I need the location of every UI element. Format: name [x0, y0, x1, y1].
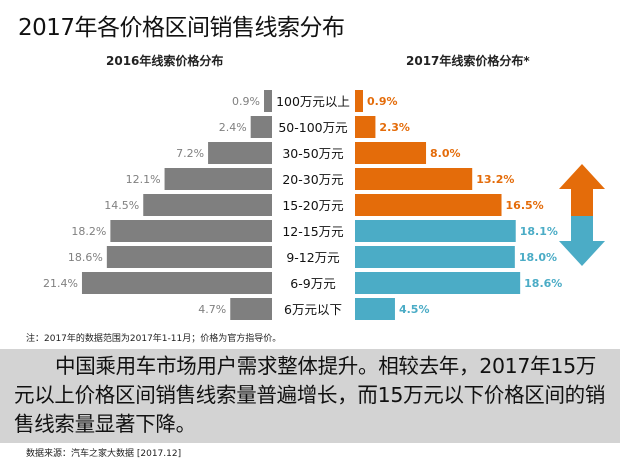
bar-2017: [355, 142, 427, 164]
category-label: 100万元以上: [276, 94, 350, 109]
bar-2017: [355, 298, 395, 320]
bar-2016: [164, 168, 272, 190]
data-source: 数据来源：汽车之家大数据 [2017.12]: [26, 449, 182, 459]
value-label-2017: 2.3%: [379, 121, 410, 134]
bar-2017: [355, 168, 473, 190]
value-label-2017: 16.5%: [506, 199, 544, 212]
value-label-2016: 12.1%: [126, 173, 161, 186]
value-label-2016: 21.4%: [43, 277, 78, 290]
bar-2016: [208, 142, 272, 164]
bar-2016: [106, 246, 272, 268]
value-label-2017: 4.5%: [399, 303, 430, 316]
value-label-2017: 8.0%: [430, 147, 461, 160]
value-label-2017: 18.6%: [524, 277, 562, 290]
bar-2016: [110, 220, 272, 242]
page-title: 2017年各价格区间销售线索分布: [18, 15, 345, 41]
value-label-2016: 14.5%: [104, 199, 139, 212]
bar-2016: [81, 272, 272, 294]
category-label: 20-30万元: [282, 172, 343, 187]
value-label-2016: 18.6%: [68, 251, 103, 264]
value-label-2016: 2.4%: [219, 121, 247, 134]
category-label: 15-20万元: [282, 198, 343, 213]
bar-2017: [355, 246, 515, 268]
butterfly-chart: 0.9% 0.9% 100万元以上 2.4% 2.3% 50-100万元 7.2% 8.0% 3…: [43, 90, 605, 320]
value-label-2016: 4.7%: [198, 303, 226, 316]
bar-2017: [355, 116, 376, 138]
value-label-2016: 0.9%: [232, 95, 260, 108]
value-label-2017: 0.9%: [367, 95, 398, 108]
right-chart-title: 2017年线索价格分布*: [406, 54, 530, 68]
category-label: 6-9万元: [290, 276, 335, 291]
category-label: 9-12万元: [286, 250, 339, 265]
category-label: 30-50万元: [282, 146, 343, 161]
value-label-2017: 13.2%: [476, 173, 514, 186]
bar-2017: [355, 90, 363, 112]
bar-2016: [264, 90, 272, 112]
category-label: 6万元以下: [284, 302, 342, 317]
bar-2017: [355, 272, 521, 294]
category-label: 12-15万元: [282, 224, 343, 239]
arrow-up-icon: [559, 164, 605, 216]
value-label-2016: 7.2%: [176, 147, 204, 160]
bar-2016: [143, 194, 272, 216]
value-label-2017: 18.1%: [520, 225, 558, 238]
bar-2016: [230, 298, 272, 320]
arrow-down-icon: [559, 216, 605, 266]
bar-2017: [355, 194, 502, 216]
footnote: 注：2017年的数据范围为2017年1-11月；价格为官方指导价。: [26, 334, 282, 344]
category-label: 50-100万元: [278, 120, 347, 135]
summary-text: 中国乘用车市场用户需求整体提升。相较去年，2017年15万元以上价格区间销售线索…: [14, 354, 606, 436]
value-label-2016: 18.2%: [71, 225, 106, 238]
bar-2016: [250, 116, 272, 138]
value-label-2017: 18.0%: [519, 251, 557, 264]
bar-2017: [355, 220, 516, 242]
summary-box: 中国乘用车市场用户需求整体提升。相较去年，2017年15万元以上价格区间销售线索…: [0, 349, 620, 443]
left-chart-title: 2016年线索价格分布: [106, 54, 224, 68]
